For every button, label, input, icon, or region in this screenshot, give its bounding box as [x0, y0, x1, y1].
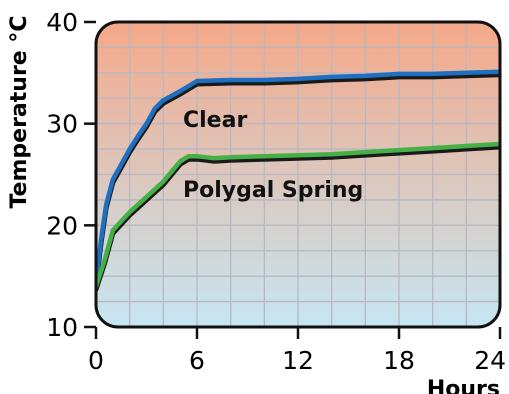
series-line-polygal-spring — [96, 141, 500, 289]
y-axis-title: Temperature °C — [7, 15, 32, 208]
x-tick-label: 0 — [88, 346, 104, 375]
grid — [96, 22, 500, 327]
series-label-polygal-spring: Polygal Spring — [183, 178, 363, 203]
y-tick-label: 10 — [46, 313, 78, 342]
y-tick-label: 20 — [46, 211, 78, 240]
series-layer — [96, 69, 500, 292]
x-tick-label: 24 — [474, 346, 506, 375]
axis-ticks: 10 20 30 40 0 6 12 18 24 — [46, 8, 506, 375]
y-tick-label: 30 — [46, 110, 78, 139]
series-line-clear — [96, 69, 500, 284]
y-tick-label: 40 — [46, 8, 78, 37]
x-axis-title: Hours — [427, 377, 500, 394]
x-tick-label: 12 — [282, 346, 314, 375]
series-label-clear: Clear — [183, 108, 247, 133]
x-tick-label: 6 — [189, 346, 205, 375]
x-tick-label: 18 — [383, 346, 415, 375]
